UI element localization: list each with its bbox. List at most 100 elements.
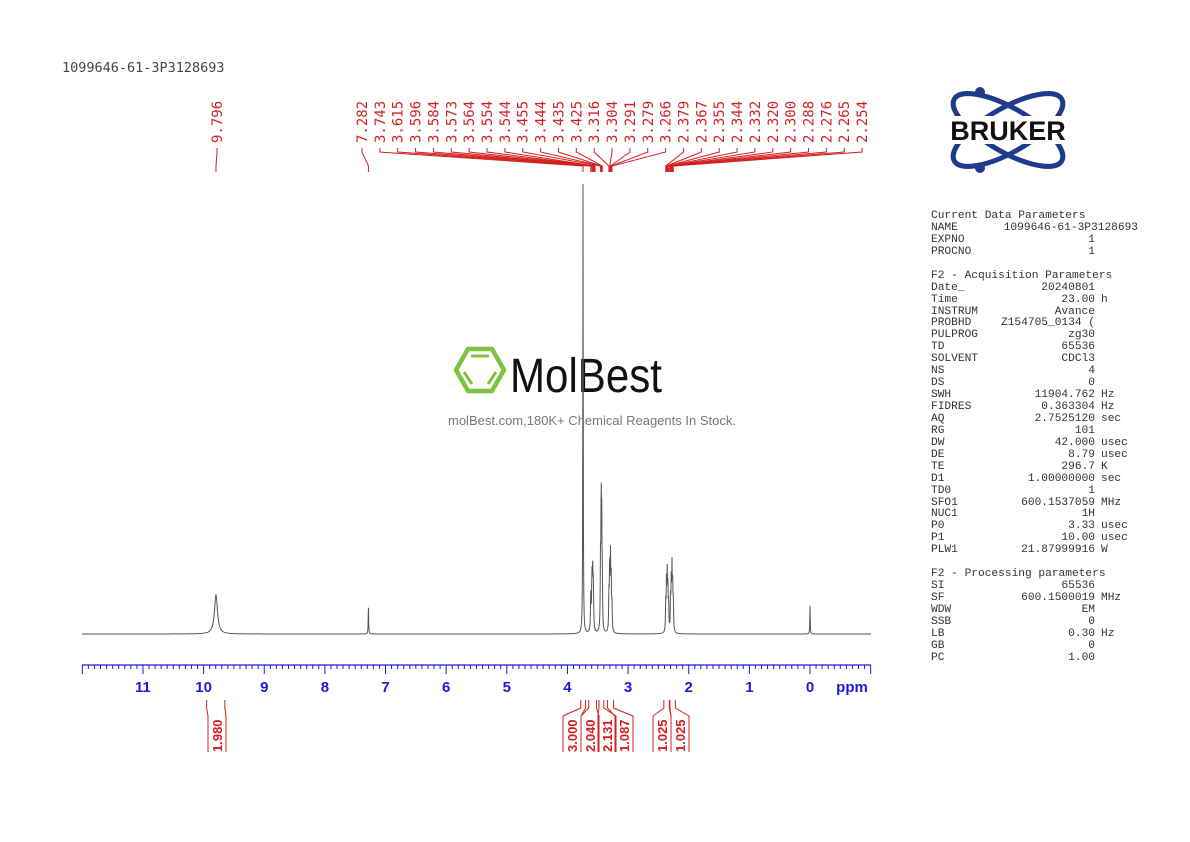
param-row: P1 10.00 usec xyxy=(931,532,1128,545)
param-section-title: F2 - Acquisition Parameters xyxy=(931,269,1113,282)
integral-bracket xyxy=(669,700,690,752)
peak-label: 2.265 xyxy=(837,101,853,143)
peak-leader-line xyxy=(666,148,720,172)
peak-label: 2.300 xyxy=(784,101,800,143)
tick-label: 1 xyxy=(745,679,753,696)
param-row: NS 4 xyxy=(931,365,1095,378)
param-section-title: Current Data Parameters xyxy=(931,210,1086,222)
peak-label: 3.425 xyxy=(569,101,585,143)
param-row: WDW EM xyxy=(931,603,1095,616)
param-row: TD 65536 xyxy=(931,341,1095,354)
integral-value: 1.087 xyxy=(617,719,632,752)
param-row: SF 600.1500019 MHz xyxy=(931,592,1122,605)
peak-leader-line xyxy=(610,148,649,172)
param-row: PROCNO 1 xyxy=(931,245,1095,258)
peak-label: 2.367 xyxy=(694,101,710,143)
param-row: Time 23.00 h xyxy=(931,293,1108,306)
integral-value: 1.025 xyxy=(673,719,688,752)
param-row: PULPROG zg30 xyxy=(931,329,1095,342)
param-row: SWH 11904.762 Hz xyxy=(931,389,1115,402)
tick-label: 11 xyxy=(135,679,151,696)
param-row: DW 42.000 usec xyxy=(931,436,1128,449)
param-row: FIDRES 0.363304 Hz xyxy=(931,401,1115,414)
integral-bracket xyxy=(606,700,634,752)
peak-label: 2.288 xyxy=(802,101,818,143)
peak-label: 2.254 xyxy=(855,101,871,143)
param-row: D1 1.00000000 sec xyxy=(931,472,1122,485)
peak-label: 3.615 xyxy=(391,101,407,143)
param-row: SFO1 600.1537059 MHz xyxy=(931,496,1122,509)
param-row: DS 0 xyxy=(931,377,1095,390)
peak-leader-line xyxy=(397,148,592,172)
tick-label: 4 xyxy=(563,679,572,696)
peak-label: 2.344 xyxy=(730,101,746,143)
tick-label: 2 xyxy=(685,679,693,696)
parameters-panel: Current Data Parameters NAME 1099646-61-3P… xyxy=(931,210,1144,665)
param-row: PC 1.00 xyxy=(931,651,1095,664)
param-row: PROBHD Z154705_0134 ( xyxy=(931,317,1095,330)
integrals: 1.980 3.000 2.040 2.131 1.087 1.025 1.025 xyxy=(206,700,690,752)
peak-label: 7.282 xyxy=(355,101,371,143)
integral-bracket xyxy=(580,700,600,752)
peak-leader-line xyxy=(611,148,667,172)
peak-label: 3.596 xyxy=(409,101,425,143)
param-row: RG 101 xyxy=(931,424,1095,437)
peak-label: 3.584 xyxy=(426,101,442,143)
integral-value: 2.040 xyxy=(583,719,598,752)
param-row: DE 8.79 usec xyxy=(931,448,1128,461)
peak-leader-line xyxy=(540,148,602,172)
tick-label: 8 xyxy=(321,679,329,696)
param-section-title: F2 - Processing parameters xyxy=(931,568,1106,581)
peak-leader-line xyxy=(672,148,845,172)
tick-label: 9 xyxy=(260,679,268,696)
peak-label: 3.316 xyxy=(587,101,603,143)
peak-leader-line xyxy=(522,148,601,172)
spectrum-line xyxy=(82,184,871,635)
tick-label: 5 xyxy=(503,679,511,696)
peak-label: 9.796 xyxy=(210,101,226,143)
peak-leader-line xyxy=(593,148,610,172)
peak-leader-line xyxy=(468,148,595,172)
param-row: PLW1 21.87999916 W xyxy=(931,544,1108,557)
integral-value: 2.131 xyxy=(600,719,615,752)
peak-label: 3.544 xyxy=(498,101,514,143)
molbest-brand: MolBest xyxy=(510,350,662,403)
param-row: NUC1 1H xyxy=(931,508,1095,521)
peak-leader-line xyxy=(486,148,595,172)
peak-label: 2.355 xyxy=(712,101,728,143)
peak-leader-line xyxy=(432,148,594,172)
integral-bracket xyxy=(206,700,227,752)
watermark-tagline: molBest.com,180K+ Chemical Reagents In S… xyxy=(448,413,736,428)
param-row: EXPNO 1 xyxy=(931,233,1095,246)
peak-leader-line xyxy=(670,148,809,172)
tick-label: 6 xyxy=(442,679,450,696)
tick-label: 10 xyxy=(195,679,212,696)
peak-leader-line xyxy=(667,148,738,172)
param-row: GB 0 xyxy=(931,639,1095,652)
peak-leader-line xyxy=(668,148,774,172)
param-row: TE 296.7 K xyxy=(931,460,1108,473)
benzene-icon xyxy=(453,346,507,394)
peak-label: 3.304 xyxy=(605,101,621,143)
tick-label: 3 xyxy=(624,679,632,696)
integral-value: 1.980 xyxy=(210,719,225,752)
peak-leader-line xyxy=(361,148,369,172)
tick-label: 7 xyxy=(381,679,389,696)
axis-unit-label: ppm xyxy=(836,679,868,696)
peak-leader-line xyxy=(557,148,603,172)
peak-leader-line xyxy=(671,148,827,172)
bruker-text: BRUKER xyxy=(950,116,1066,146)
peak-leader-line xyxy=(672,148,863,172)
peak-label: 2.320 xyxy=(766,101,782,143)
peak-label: 3.291 xyxy=(623,101,639,143)
peak-leader-line xyxy=(379,148,584,172)
peak-leader-line xyxy=(668,148,756,172)
integral-value: 1.025 xyxy=(655,719,670,752)
peak-label: 2.276 xyxy=(819,101,835,143)
param-row: INSTRUM Avance xyxy=(931,305,1095,318)
peak-label: 3.435 xyxy=(551,101,567,143)
peak-leader-line xyxy=(415,148,593,172)
peak-leader-line xyxy=(670,148,792,172)
param-row: Date_ 20240801 xyxy=(931,281,1095,294)
peak-label: 3.279 xyxy=(641,101,657,143)
